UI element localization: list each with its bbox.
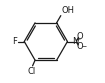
- Text: Cl: Cl: [27, 67, 35, 77]
- Text: O: O: [76, 42, 83, 51]
- Text: N: N: [73, 37, 79, 46]
- Text: −: −: [82, 44, 87, 49]
- Text: F: F: [12, 37, 17, 46]
- Text: OH: OH: [61, 6, 74, 15]
- Text: +: +: [75, 37, 81, 42]
- Text: O: O: [76, 32, 83, 41]
